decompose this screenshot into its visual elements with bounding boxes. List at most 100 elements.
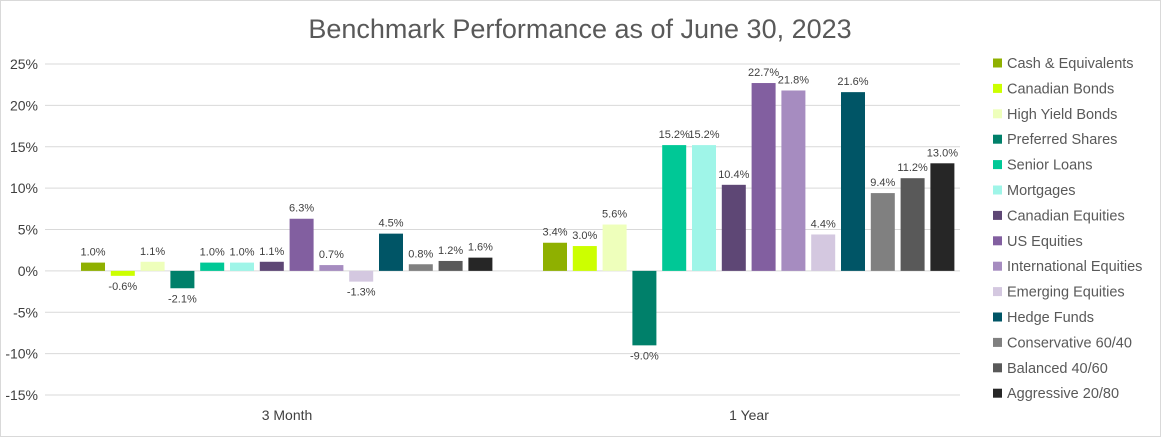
bar: [140, 261, 165, 271]
data-label: 1.0%: [200, 247, 225, 259]
legend-label: Hedge Funds: [1007, 310, 1094, 326]
legend-swatch: [993, 109, 1002, 119]
bar: [379, 233, 403, 271]
data-label: 4.4%: [811, 218, 836, 230]
data-label: 6.3%: [289, 203, 314, 215]
y-tick-label: 0%: [18, 263, 38, 279]
legend-label: Conservative 60/40: [1007, 335, 1132, 351]
bar: [81, 262, 105, 271]
legend-label: High Yield Bonds: [1007, 107, 1117, 123]
legend-label: Balanced 40/60: [1007, 361, 1108, 377]
data-label: 1.6%: [468, 242, 493, 254]
data-label: 21.8%: [778, 74, 809, 86]
bar: [319, 265, 344, 271]
legend-item: Conservative 60/40: [993, 335, 1132, 351]
legend-label: Emerging Equities: [1007, 285, 1125, 301]
legend-swatch: [993, 261, 1002, 271]
data-label: 15.2%: [688, 129, 719, 141]
data-label: -0.6%: [108, 281, 137, 293]
legend-swatch: [993, 287, 1002, 297]
data-label: 1.0%: [80, 247, 105, 259]
legend-swatch: [993, 363, 1002, 373]
data-label: 1.1%: [140, 246, 165, 258]
legend-label: International Equities: [1007, 259, 1142, 275]
legend-label: Cash & Equivalents: [1007, 56, 1134, 72]
legend-swatch: [993, 388, 1002, 398]
data-label: 22.7%: [748, 67, 779, 79]
bar: [572, 246, 597, 271]
legend-item: Hedge Funds: [993, 310, 1094, 326]
bar: [811, 234, 836, 271]
bar: [692, 145, 716, 271]
data-label: -2.1%: [168, 293, 197, 305]
data-label: 11.2%: [897, 162, 928, 174]
legend-label: US Equities: [1007, 234, 1083, 250]
bar: [170, 270, 195, 289]
data-label: 10.4%: [718, 169, 749, 181]
data-label: 3.0%: [572, 230, 597, 242]
bar: [721, 184, 746, 271]
legend-swatch: [993, 312, 1002, 322]
y-tick-label: -5%: [13, 304, 38, 320]
legend-swatch: [993, 337, 1002, 347]
data-label: 13.0%: [927, 147, 958, 159]
bar: [900, 178, 925, 271]
y-tick-label: 10%: [10, 180, 38, 196]
data-label: 3.4%: [542, 227, 567, 239]
bar: [110, 270, 135, 276]
legend-swatch: [993, 83, 1002, 93]
legend-item: Aggressive 20/80: [993, 386, 1119, 402]
legend-swatch: [993, 210, 1002, 220]
legend-item: International Equities: [993, 259, 1142, 275]
y-tick-label: 5%: [18, 222, 38, 238]
legend-label: Canadian Bonds: [1007, 81, 1114, 97]
x-tick-label: 1 Year: [729, 407, 769, 423]
bar: [602, 224, 627, 271]
data-label: 15.2%: [659, 129, 690, 141]
data-label: 1.0%: [229, 247, 254, 259]
legend-swatch: [993, 58, 1002, 68]
data-label: 4.5%: [378, 218, 403, 230]
legend-label: Preferred Shares: [1007, 132, 1117, 148]
legend-item: Cash & Equivalents: [993, 56, 1134, 72]
bar: [200, 262, 225, 271]
legend-swatch: [993, 185, 1002, 195]
data-label: 0.7%: [319, 249, 344, 261]
data-label: -1.3%: [347, 287, 376, 299]
bar: [289, 218, 314, 271]
data-label: 1.2%: [438, 245, 463, 257]
data-label: 9.4%: [870, 177, 895, 189]
legend-item: Balanced 40/60: [993, 361, 1108, 377]
legend-item: High Yield Bonds: [993, 107, 1117, 123]
legend-item: Canadian Bonds: [993, 81, 1114, 97]
y-tick-label: -10%: [5, 346, 38, 362]
legend-label: Senior Loans: [1007, 158, 1092, 174]
data-label: 5.6%: [602, 209, 627, 221]
legend-item: Canadian Equities: [993, 208, 1125, 224]
y-tick-label: -15%: [5, 387, 38, 403]
legend-item: US Equities: [993, 234, 1083, 250]
legend-item: Emerging Equities: [993, 285, 1125, 301]
bar: [870, 193, 895, 271]
chart-title: Benchmark Performance as of June 30, 202…: [308, 14, 851, 44]
legend-item: Mortgages: [993, 183, 1076, 199]
y-tick-label: 20%: [10, 97, 38, 113]
bar: [408, 264, 433, 271]
bar: [349, 270, 374, 282]
legend-swatch: [993, 134, 1002, 144]
bar: [259, 261, 284, 271]
x-tick-label: 3 Month: [262, 407, 313, 423]
bar: [438, 260, 463, 271]
bar: [230, 262, 254, 271]
legend-swatch: [993, 236, 1002, 246]
data-label: 21.6%: [837, 76, 868, 88]
legend-swatch: [993, 160, 1002, 170]
legend-label: Aggressive 20/80: [1007, 386, 1119, 402]
y-tick-label: 15%: [10, 139, 38, 155]
legend-item: Senior Loans: [993, 158, 1092, 174]
bar: [930, 163, 955, 271]
bar: [841, 92, 865, 271]
data-label: 1.1%: [259, 246, 284, 258]
bar: [781, 90, 806, 271]
